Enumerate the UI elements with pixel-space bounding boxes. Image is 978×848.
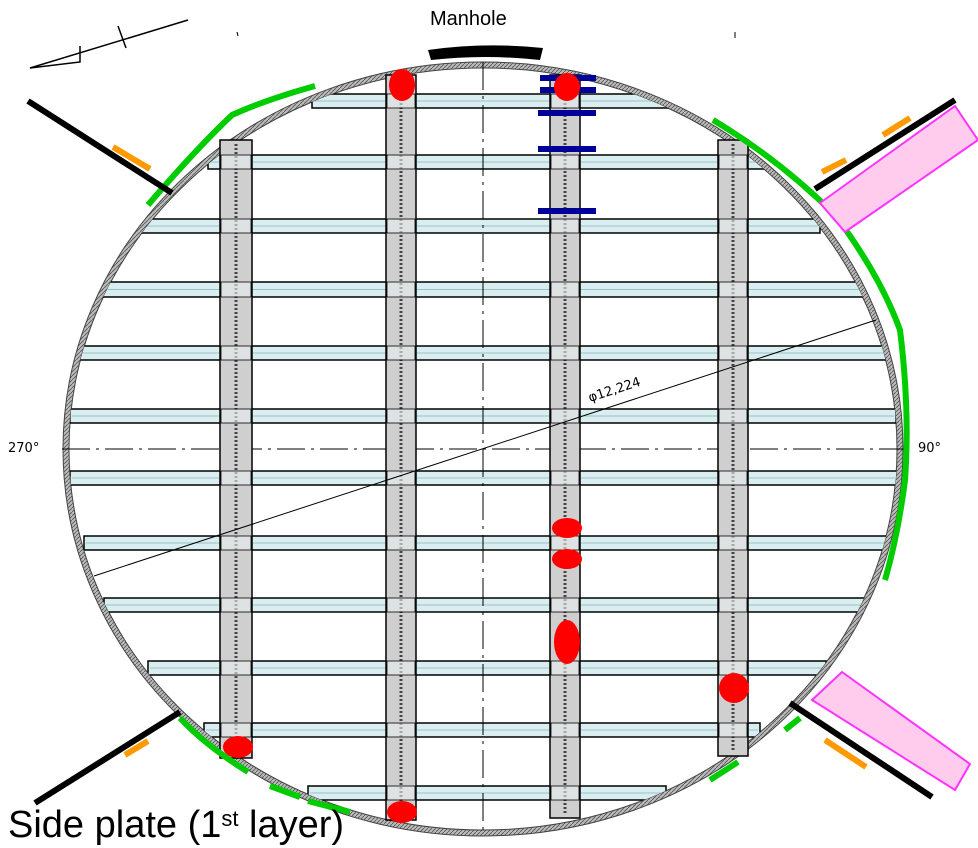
tray-plate: [203, 722, 761, 738]
weld-seam: [268, 783, 302, 800]
tray-plate: [77, 345, 887, 361]
tray-plate: [103, 597, 871, 613]
diameter-label: φ12,224: [587, 375, 643, 406]
support-beam: [549, 74, 581, 819]
weld-seam: [708, 759, 740, 783]
support-beam: [717, 139, 749, 757]
nozzle-pad-upper-right: [818, 104, 978, 234]
red-marker: [554, 620, 580, 664]
weld-seam: [783, 715, 802, 733]
weld-seam: [307, 798, 351, 815]
weld-seams: [145, 83, 910, 815]
support-beam: [385, 74, 417, 821]
tray-plate: [311, 93, 669, 109]
diameter-line: [93, 319, 877, 577]
title-superscript: st: [221, 806, 239, 831]
title-suffix: layer): [238, 804, 345, 846]
red-marker: [387, 801, 417, 823]
north-arrow-icon: [29, 19, 189, 69]
weld-seam: [177, 715, 250, 775]
tray-plate: [96, 281, 867, 298]
red-marker: [389, 69, 415, 101]
angle-90-label: 90°: [918, 441, 942, 456]
tick-mark: [236, 31, 239, 37]
weld-seam: [711, 117, 910, 581]
tray-plate: [207, 154, 765, 170]
tray-plate: [307, 785, 667, 801]
red-marker: [719, 673, 749, 703]
nozzle-upper-left: [26, 98, 174, 196]
drawing-title: Side plate (1st layer): [8, 804, 344, 847]
red-marker: [552, 518, 582, 538]
manhole-label: Manhole: [430, 8, 507, 30]
title-prefix: Side plate (1: [8, 804, 222, 846]
red-marker: [554, 73, 580, 101]
manhole-cover: [428, 45, 543, 60]
red-markers: [223, 69, 749, 823]
red-marker: [223, 736, 253, 758]
weld-seam: [145, 83, 316, 207]
support-beams: [219, 74, 749, 821]
red-marker: [552, 549, 582, 569]
nozzle-pad-lower-right: [810, 670, 972, 792]
tray-plate: [83, 535, 891, 551]
support-beam: [219, 139, 253, 759]
nozzle-lower-left: [33, 709, 182, 806]
nozzle-lower-right: [788, 700, 934, 800]
angle-270-label: 270°: [8, 441, 40, 456]
nozzle-upper-right: [813, 97, 957, 192]
